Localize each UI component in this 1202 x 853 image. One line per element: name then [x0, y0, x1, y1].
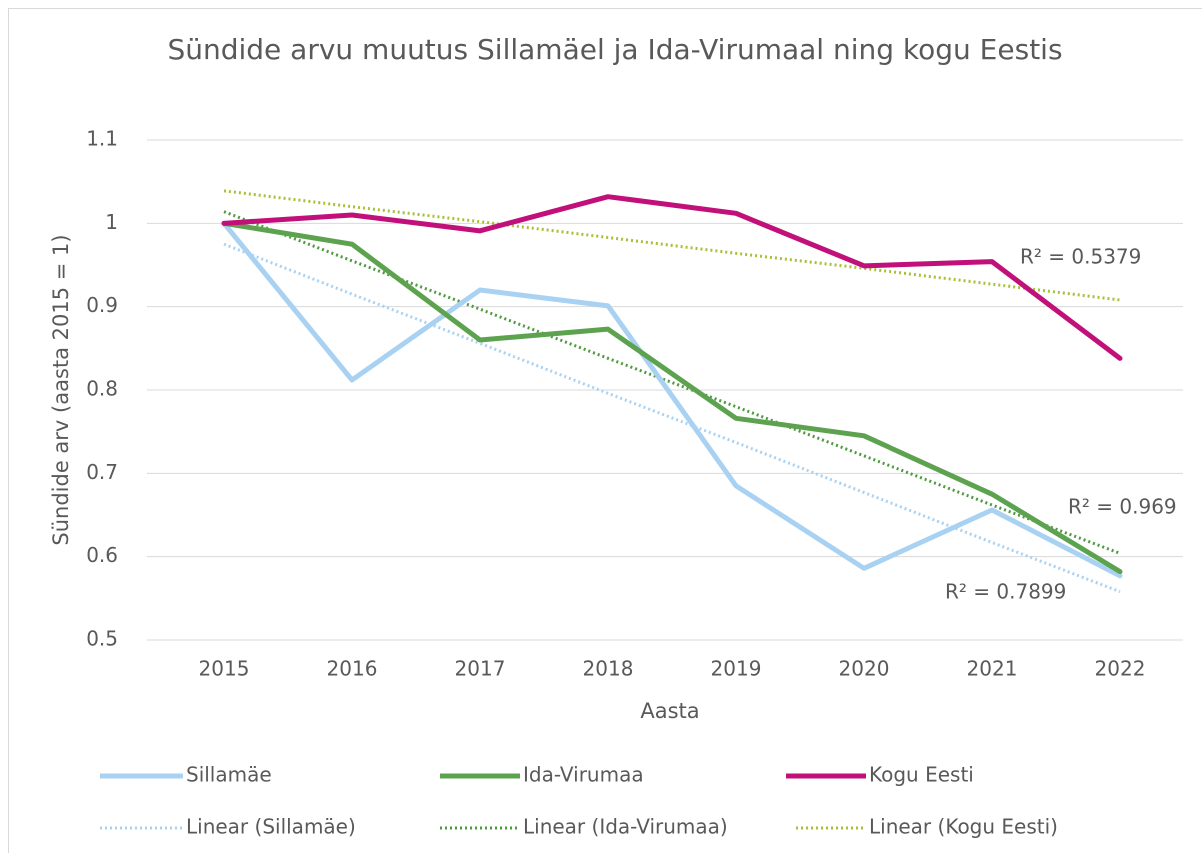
legend-label: Linear (Ida-Virumaa): [523, 815, 728, 839]
legend-label: Kogu Eesti: [869, 763, 974, 787]
r-squared-label: R² = 0.969: [1068, 495, 1177, 519]
x-tick-label: 2019: [711, 657, 762, 681]
data-line: [221, 220, 1123, 575]
legend-label: Linear (Sillamäe): [186, 815, 356, 839]
y-axis-title: Sündide arv (aasta 2015 = 1): [49, 234, 73, 545]
y-tick-label: 1: [105, 210, 118, 234]
y-tick-label: 0.8: [86, 377, 118, 401]
x-tick-label: 2016: [327, 657, 378, 681]
x-tick-label: 2020: [839, 657, 890, 681]
y-tick-label: 0.5: [86, 627, 118, 651]
x-tick-label: 2018: [583, 657, 634, 681]
trend-line: [223, 242, 1121, 594]
legend-label: Sillamäe: [186, 763, 272, 787]
x-tick-label: 2015: [199, 657, 250, 681]
y-tick-label: 0.7: [86, 460, 118, 484]
y-tick-label: 0.9: [86, 293, 118, 317]
data-line: [221, 220, 1123, 579]
x-tick-label: 2017: [455, 657, 506, 681]
x-tick-label: 2021: [967, 657, 1018, 681]
y-tick-label: 1.1: [86, 127, 118, 151]
x-tick-label: 2022: [1095, 657, 1146, 681]
chart-title: Sündide arvu muutus Sillamäel ja Ida-Vir…: [167, 33, 1063, 66]
legend-label: Linear (Kogu Eesti): [869, 815, 1058, 839]
trend-line: [223, 189, 1121, 302]
x-axis-title: Aasta: [640, 699, 699, 723]
r-squared-label: R² = 0.5379: [1020, 245, 1141, 269]
legend-label: Ida-Virumaa: [523, 763, 644, 787]
chart-border: [8, 8, 1202, 853]
data-line: [221, 194, 1123, 361]
r-squared-label: R² = 0.7899: [945, 580, 1066, 604]
y-tick-label: 0.6: [86, 543, 118, 567]
